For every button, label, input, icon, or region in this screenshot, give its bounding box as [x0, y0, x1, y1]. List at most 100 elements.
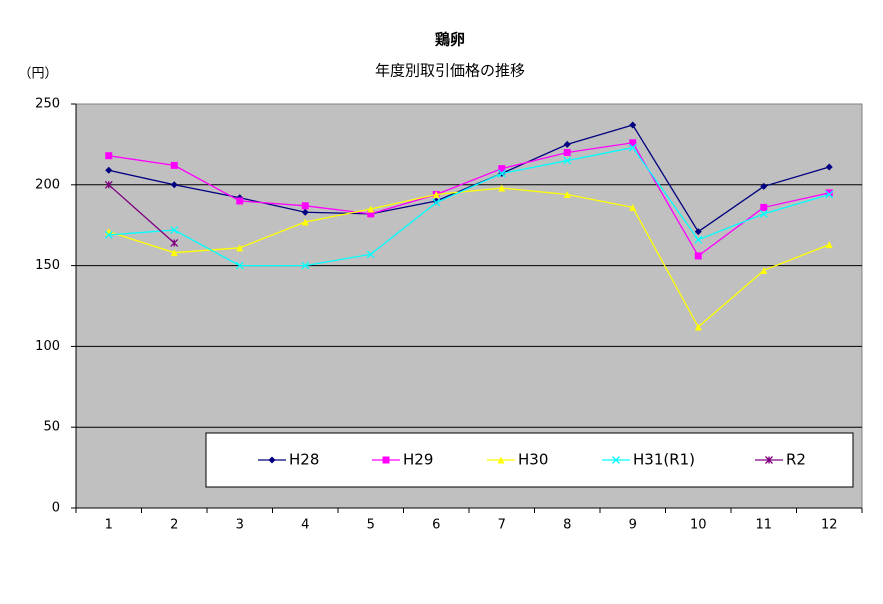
- marker: [694, 323, 702, 331]
- marker: [629, 139, 637, 147]
- marker-shape: [432, 197, 440, 205]
- marker-shape: [301, 218, 309, 226]
- marker-shape: [170, 161, 178, 169]
- marker-shape: [825, 189, 833, 197]
- marker-shape: [694, 235, 703, 244]
- marker-shape: [759, 209, 768, 218]
- marker-shape: [694, 252, 702, 260]
- marker-shape: [629, 121, 637, 129]
- marker: [825, 190, 834, 199]
- marker-shape: [497, 456, 505, 464]
- marker-shape: [563, 190, 571, 198]
- marker: [694, 228, 702, 236]
- marker: [367, 210, 375, 218]
- series-line: [108, 187, 830, 329]
- marker: [498, 165, 506, 173]
- marker: [760, 203, 768, 211]
- marker: [563, 140, 571, 148]
- marker-shape: [612, 456, 620, 464]
- chart-title: 鶏卵: [435, 31, 465, 49]
- marker-shape: [367, 205, 375, 213]
- marker-shape: [825, 163, 833, 171]
- marker: [236, 197, 244, 205]
- marker: [825, 241, 833, 249]
- marker-shape: [825, 241, 833, 249]
- marker-shape: [628, 143, 637, 152]
- marker: [497, 456, 505, 464]
- marker: [382, 456, 390, 464]
- marker-shape: [760, 182, 768, 190]
- marker-shape: [825, 190, 834, 199]
- marker: [497, 169, 506, 178]
- marker: [170, 226, 179, 235]
- marker: [268, 456, 276, 464]
- marker: [628, 143, 637, 152]
- marker: [760, 182, 768, 190]
- y-tick-label: 150: [35, 258, 60, 273]
- marker: [563, 148, 571, 156]
- marker-shape: [170, 239, 179, 247]
- marker: [612, 456, 620, 464]
- marker: [759, 209, 768, 218]
- marker-shape: [497, 169, 506, 178]
- marker-shape: [366, 250, 375, 259]
- x-tick-label: 7: [498, 518, 506, 533]
- marker: [367, 205, 375, 213]
- marker-shape: [104, 180, 113, 189]
- marker-shape: [268, 456, 276, 464]
- marker-shape: [170, 249, 178, 257]
- marker: [498, 184, 506, 192]
- marker: [432, 197, 440, 205]
- marker: [760, 266, 768, 274]
- x-tick-label: 8: [563, 518, 571, 533]
- marker: [301, 208, 309, 216]
- y-tick-label: 100: [35, 339, 60, 354]
- marker: [694, 235, 703, 244]
- x-tick-label: 6: [432, 518, 440, 533]
- x-tick-label: 10: [690, 518, 707, 533]
- series-line: [108, 142, 830, 257]
- marker-shape: [170, 226, 179, 235]
- marker-shape: [760, 203, 768, 211]
- marker-shape: [432, 198, 441, 207]
- marker: [170, 249, 178, 257]
- marker: [105, 166, 113, 174]
- marker: [236, 244, 244, 252]
- marker: [563, 190, 571, 198]
- marker-shape: [236, 197, 244, 205]
- marker: [432, 198, 441, 207]
- marker-shape: [105, 166, 113, 174]
- marker-shape: [563, 156, 572, 165]
- x-tick-label: 5: [367, 518, 375, 533]
- marker-shape: [170, 181, 178, 189]
- y-tick-label: 0: [52, 501, 60, 516]
- marker-shape: [367, 210, 375, 218]
- marker: [301, 261, 310, 270]
- legend-label: H29: [403, 451, 433, 469]
- marker: [629, 121, 637, 129]
- x-tick-label: 2: [170, 518, 178, 533]
- marker-shape: [694, 228, 702, 236]
- chart-subtitle: 年度別取引価格の推移: [375, 62, 525, 80]
- marker-shape: [432, 190, 440, 198]
- marker: [563, 156, 572, 165]
- legend: [205, 432, 854, 488]
- marker-shape: [301, 202, 309, 210]
- marker: [104, 180, 113, 189]
- marker: [825, 189, 833, 197]
- x-tick-label: 12: [821, 518, 838, 533]
- marker-shape: [629, 139, 637, 147]
- marker-shape: [498, 165, 506, 173]
- x-tick-label: 9: [629, 518, 637, 533]
- legend-label: R2: [786, 451, 806, 469]
- x-tick-label: 11: [755, 518, 772, 533]
- y-tick-label: 200: [35, 177, 60, 192]
- marker-shape: [498, 184, 506, 192]
- marker-shape: [563, 140, 571, 148]
- marker: [170, 181, 178, 189]
- marker: [366, 250, 375, 259]
- marker: [104, 230, 113, 239]
- marker-shape: [105, 152, 113, 160]
- x-tick-label: 3: [236, 518, 244, 533]
- marker: [170, 239, 179, 247]
